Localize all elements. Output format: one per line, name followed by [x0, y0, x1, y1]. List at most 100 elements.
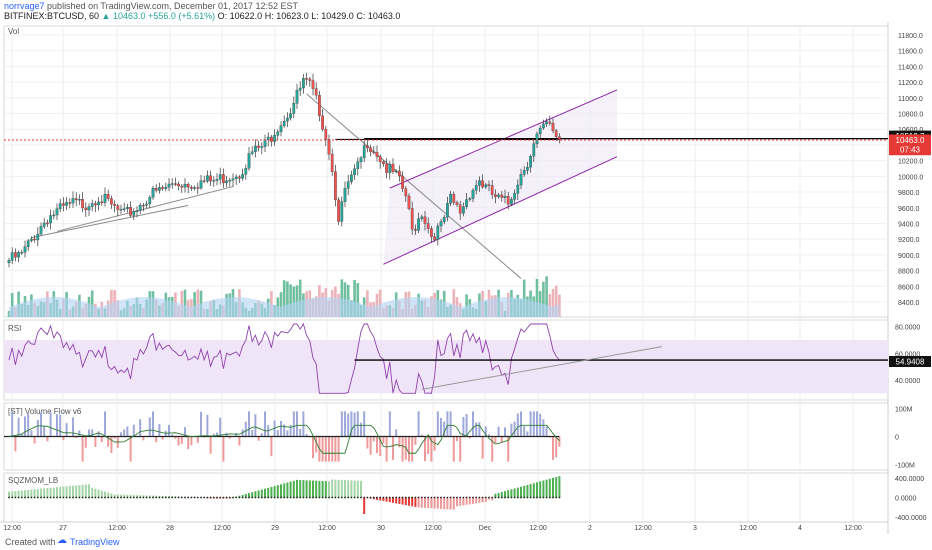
candle-body — [158, 187, 161, 191]
squeeze-momentum-bar — [270, 486, 273, 498]
candle-body — [7, 260, 11, 263]
volume-flow-bar — [504, 427, 506, 437]
volume-flow-bar — [433, 436, 436, 451]
volume-flow-bar — [209, 436, 212, 454]
volume-bar — [548, 294, 552, 317]
candle-body — [33, 238, 36, 241]
candle-body — [186, 183, 190, 188]
candle-body — [414, 229, 417, 231]
squeeze-momentum-bar — [385, 497, 388, 502]
volume-flow-bar — [516, 413, 519, 437]
squeeze-dot — [88, 496, 90, 499]
candle-body — [449, 193, 452, 204]
squeeze-momentum-bar — [488, 497, 490, 500]
squeeze-momentum-bar — [244, 493, 247, 498]
chart-canvas[interactable]: Vol 11800.011600.011400.011200.011000.01… — [0, 22, 932, 534]
squeeze-momentum-panel[interactable]: SQZMOM_LB 400.0000 0.0000 -400.0000 — [8, 476, 927, 522]
candle-body — [359, 157, 363, 162]
price-tick-label: 11600.0 — [898, 49, 923, 56]
volume-flow-bar — [414, 436, 417, 445]
volume-flow-bar — [401, 436, 404, 462]
candle-body — [305, 78, 308, 80]
volume-flow-bar — [488, 434, 490, 437]
squeeze-dot — [139, 496, 142, 499]
squeeze-dot — [376, 496, 378, 499]
volume-flow-bar — [88, 429, 90, 437]
squeeze-momentum-bar — [340, 479, 343, 498]
squeeze-momentum-bars — [8, 476, 561, 515]
volume-flow-bar — [84, 436, 87, 448]
volume-bar — [183, 289, 187, 317]
volume-flow-bar — [123, 429, 126, 437]
squeeze-dot — [408, 496, 410, 499]
squeeze-momentum-bar — [536, 482, 538, 498]
squeeze-momentum-bar — [484, 497, 487, 502]
squeeze-dot — [264, 496, 266, 499]
candle-body — [452, 193, 456, 203]
candle-body — [532, 143, 536, 157]
squeeze-momentum-bar — [273, 486, 276, 498]
volume-flow-bar — [228, 436, 231, 439]
squeeze-dot — [244, 496, 247, 499]
squeeze-momentum-bar — [68, 486, 71, 498]
time-axis[interactable]: 12:00 27 12:00 28 12:00 29 12:00 30 12:00 Dec 12:0… — [0, 521, 888, 532]
squeeze-momentum-bar — [318, 480, 321, 498]
squeeze-momentum-bar — [548, 478, 551, 498]
squeeze-momentum-bar — [152, 495, 154, 498]
squeeze-dot — [212, 496, 215, 499]
volume-flow-bar — [65, 423, 68, 437]
time-tick-label: 12:00 — [213, 525, 231, 532]
volume-flow-bar — [334, 436, 337, 462]
squeeze-dot — [366, 496, 369, 499]
volume-flow-bar — [11, 411, 14, 437]
volume-flow-bar — [254, 414, 257, 437]
squeeze-momentum-bar — [491, 497, 494, 501]
volume-flow-bar — [536, 411, 538, 437]
squeeze-dot — [292, 496, 295, 499]
squeeze-dot — [43, 496, 46, 499]
volume-flow-bar — [411, 436, 414, 462]
squeeze-momentum-bar — [376, 497, 378, 500]
squeeze-dot — [324, 496, 327, 499]
candle-body — [241, 174, 244, 179]
volume-flow-bar — [107, 436, 110, 447]
rsi-panel[interactable]: RSI 80.0000 60.0000 40.0000 54.9408 — [4, 322, 931, 394]
squeeze-dot — [276, 496, 279, 499]
candle-body — [23, 246, 27, 253]
volume-flow-bar — [520, 411, 522, 437]
candle-body — [375, 152, 379, 157]
trend-line-downtrend — [306, 93, 522, 279]
volume-flow-bar — [100, 436, 103, 443]
squeeze-dot — [203, 496, 206, 499]
candle-body — [334, 171, 337, 201]
candle-body — [382, 161, 385, 165]
volume-flow-bar — [532, 411, 535, 437]
squeeze-dot — [548, 496, 551, 499]
author-name[interactable]: norrvage7 — [4, 1, 45, 11]
price-panel[interactable]: Vol 11800.011600.011400.011200.011000.01… — [4, 27, 931, 317]
squeeze-momentum-bar — [241, 494, 244, 498]
squeeze-momentum-bar — [344, 480, 346, 498]
tradingview-brand[interactable]: TradingView — [70, 537, 120, 547]
candle-body — [39, 226, 43, 235]
candle-body — [260, 146, 264, 148]
squeeze-momentum-bar — [88, 484, 90, 498]
squeeze-momentum-bar — [113, 494, 116, 498]
volume-flow-bar — [174, 436, 177, 439]
candle-body — [199, 180, 203, 189]
candles — [7, 72, 561, 268]
squeeze-dot — [398, 496, 401, 499]
price-tick-label: 8600.0 — [898, 284, 920, 291]
rsi-axis-ticks: 80.0000 60.0000 40.0000 — [895, 325, 920, 385]
squeeze-dot — [289, 496, 292, 499]
candle-body — [20, 252, 24, 254]
candle-body — [122, 208, 126, 210]
squeeze-dot — [379, 496, 382, 499]
time-tick-label: 12:00 — [844, 525, 862, 532]
squeeze-dot — [161, 496, 164, 499]
squeeze-dot — [472, 496, 474, 499]
squeeze-dot — [443, 496, 446, 499]
volume-flow-panel[interactable]: [ST] Volume Flow v6 100M 0 -100M — [4, 407, 915, 470]
squeeze-dot — [254, 496, 257, 499]
squeeze-momentum-bar — [30, 489, 33, 498]
